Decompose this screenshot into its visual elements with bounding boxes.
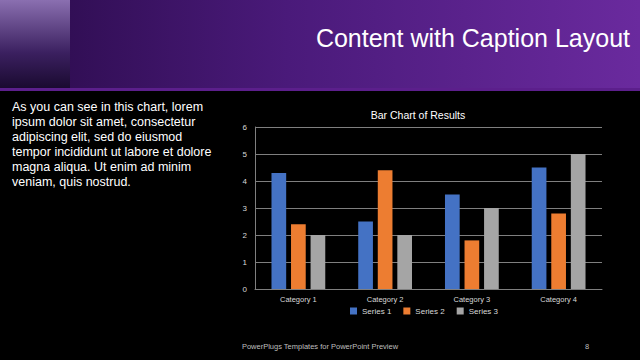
svg-text:Series 1: Series 1 bbox=[362, 307, 392, 316]
svg-text:Bar Chart of Results: Bar Chart of Results bbox=[371, 109, 466, 121]
svg-text:Category 2: Category 2 bbox=[367, 295, 404, 304]
html-text:As you can see in this chart,: As you can see in this chart, lorem ipsu… bbox=[12, 100, 212, 189]
svg-text:2: 2 bbox=[243, 231, 248, 240]
html-text:PowerPlugs Templates for Power: PowerPlugs Templates for PowerPoint Prev… bbox=[241, 342, 399, 351]
svg-text:6: 6 bbox=[243, 123, 248, 132]
svg-text:Category 4: Category 4 bbox=[540, 295, 577, 304]
html-text:Content with Caption Layout: Content with Caption Layout bbox=[315, 24, 630, 52]
svg-text:Series 2: Series 2 bbox=[415, 307, 445, 316]
svg-text:1: 1 bbox=[243, 258, 248, 267]
html-text:8: 8 bbox=[585, 342, 590, 351]
svg-text:5: 5 bbox=[243, 150, 248, 159]
svg-text:Category 1: Category 1 bbox=[280, 295, 317, 304]
svg-text:3: 3 bbox=[243, 204, 248, 213]
svg-text:0: 0 bbox=[243, 285, 248, 294]
svg-text:4: 4 bbox=[243, 177, 248, 186]
svg-text:Category 3: Category 3 bbox=[454, 295, 491, 304]
svg-text:Series 3: Series 3 bbox=[469, 307, 499, 316]
